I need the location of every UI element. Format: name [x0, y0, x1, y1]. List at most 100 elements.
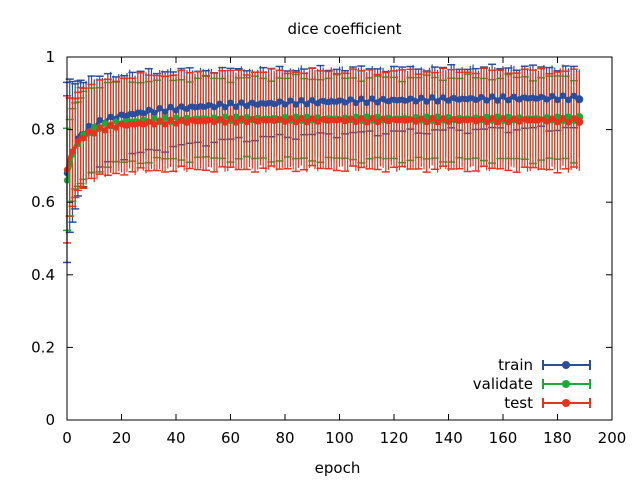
data-point: [178, 103, 185, 110]
data-point: [200, 103, 207, 110]
data-point: [319, 115, 327, 123]
data-point: [565, 96, 572, 104]
data-point: [96, 124, 103, 131]
data-point: [161, 114, 169, 121]
data-point: [260, 116, 267, 124]
data-point: [570, 92, 578, 99]
data-point: [101, 120, 109, 127]
data-point: [554, 96, 561, 104]
data-point: [483, 97, 490, 104]
data-point: [96, 116, 103, 124]
data-point: [189, 103, 196, 110]
data-point: [167, 116, 174, 123]
data-point: [183, 105, 191, 113]
data-point: [270, 100, 278, 108]
data-point: [467, 95, 474, 102]
series-test-points: [63, 114, 584, 173]
data-point: [145, 106, 152, 114]
data-point: [575, 117, 584, 126]
data-point: [232, 119, 240, 126]
data-point: [161, 108, 169, 116]
x-tick-label: 40: [166, 429, 185, 447]
data-point: [467, 116, 474, 123]
data-point: [418, 115, 425, 122]
data-point: [439, 94, 447, 101]
data-point: [227, 99, 234, 106]
data-point: [91, 123, 98, 131]
data-point: [303, 100, 310, 108]
data-point: [559, 114, 567, 122]
data-point: [352, 99, 360, 107]
x-axis-label: epoch: [315, 459, 361, 477]
data-point: [488, 93, 496, 100]
data-point: [472, 117, 479, 125]
x-tick-label: 120: [380, 429, 409, 447]
data-point: [423, 98, 430, 105]
data-point: [434, 119, 441, 126]
series-lines: [63, 92, 584, 184]
data-point: [488, 114, 496, 122]
data-point: [369, 95, 376, 102]
data-point: [412, 98, 419, 105]
data-point: [134, 109, 142, 116]
data-point: [292, 113, 300, 120]
data-point: [548, 115, 556, 122]
data-point: [510, 93, 518, 100]
data-point: [200, 117, 207, 125]
data-point: [178, 116, 185, 123]
data-point: [151, 115, 158, 122]
data-point: [461, 95, 469, 103]
data-point: [276, 115, 283, 123]
data-point: [227, 115, 234, 122]
data-point: [292, 119, 300, 126]
data-point: [428, 94, 436, 101]
data-point: [434, 98, 441, 105]
data-point: [434, 113, 441, 120]
data-point: [151, 121, 158, 128]
data-point: [249, 115, 256, 123]
y-tick-label: 0: [45, 411, 55, 429]
data-point: [156, 105, 163, 112]
data-point: [510, 115, 518, 122]
data-point: [494, 113, 501, 120]
data-point: [118, 111, 125, 118]
legend-label: train: [498, 356, 533, 374]
data-point: [172, 107, 180, 114]
data-point: [145, 118, 152, 125]
data-point: [140, 121, 147, 128]
data-point: [118, 120, 125, 128]
data-point: [260, 100, 267, 107]
data-point: [221, 113, 229, 120]
data-point: [254, 101, 261, 108]
data-point: [456, 117, 463, 125]
data-point: [298, 114, 305, 122]
data-point: [532, 117, 539, 124]
data-point: [123, 122, 131, 129]
data-point: [407, 95, 414, 102]
data-point: [265, 116, 272, 124]
data-point: [194, 103, 201, 111]
x-tick-label: 100: [325, 429, 354, 447]
data-point: [423, 119, 430, 126]
data-point: [91, 130, 98, 137]
data-point: [194, 118, 201, 125]
data-point: [412, 118, 419, 125]
data-point: [575, 95, 584, 104]
data-point: [140, 110, 147, 117]
data-point: [183, 119, 191, 126]
data-point: [439, 115, 447, 122]
data-point: [276, 98, 283, 105]
legend-swatch-marker: [562, 361, 570, 369]
data-point: [123, 112, 131, 119]
x-tick-label: 180: [543, 429, 572, 447]
y-tick-label: 0.6: [31, 193, 55, 211]
data-point: [216, 100, 223, 107]
legend-label: validate: [473, 375, 533, 393]
data-point: [85, 122, 93, 130]
data-point: [80, 135, 87, 142]
data-point: [543, 96, 550, 103]
data-point: [385, 118, 392, 125]
x-tick-label: 60: [221, 429, 240, 447]
data-point: [461, 116, 469, 124]
